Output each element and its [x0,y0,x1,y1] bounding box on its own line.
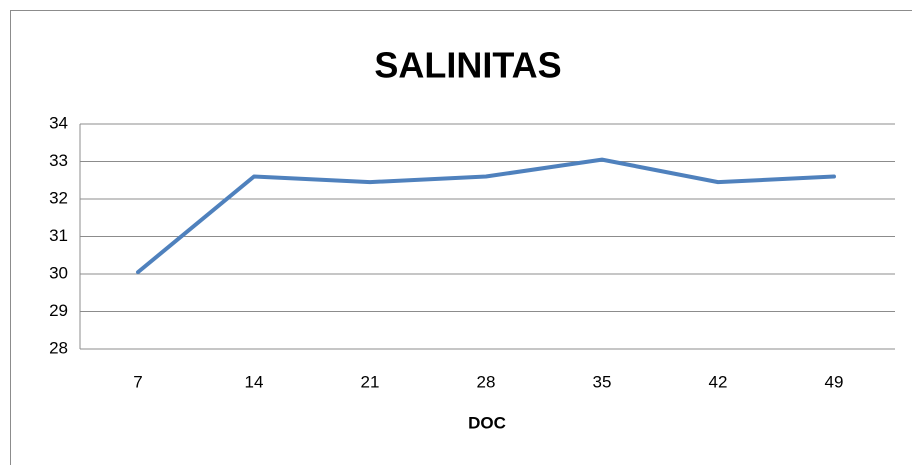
x-axis-title: DOC [468,413,506,432]
chart-frame [10,10,912,465]
x-tick-label: 14 [245,372,264,391]
y-tick-label: 32 [49,188,68,207]
x-tick-label: 49 [825,372,844,391]
y-tick-label: 29 [49,301,68,320]
data-line [136,157,836,275]
chart-title: SALINITAS [374,45,561,86]
x-tick-label: 35 [593,372,612,391]
x-tick-label: 42 [709,372,728,391]
x-tick-label: 28 [477,372,496,391]
y-tick-label: 31 [49,226,68,245]
y-tick-label: 33 [49,151,68,170]
y-tick-label: 34 [49,113,68,132]
y-tick-label: 28 [49,338,68,357]
y-tick-label: 30 [49,263,68,282]
x-tick-label: 7 [133,372,142,391]
x-tick-label: 21 [361,372,380,391]
